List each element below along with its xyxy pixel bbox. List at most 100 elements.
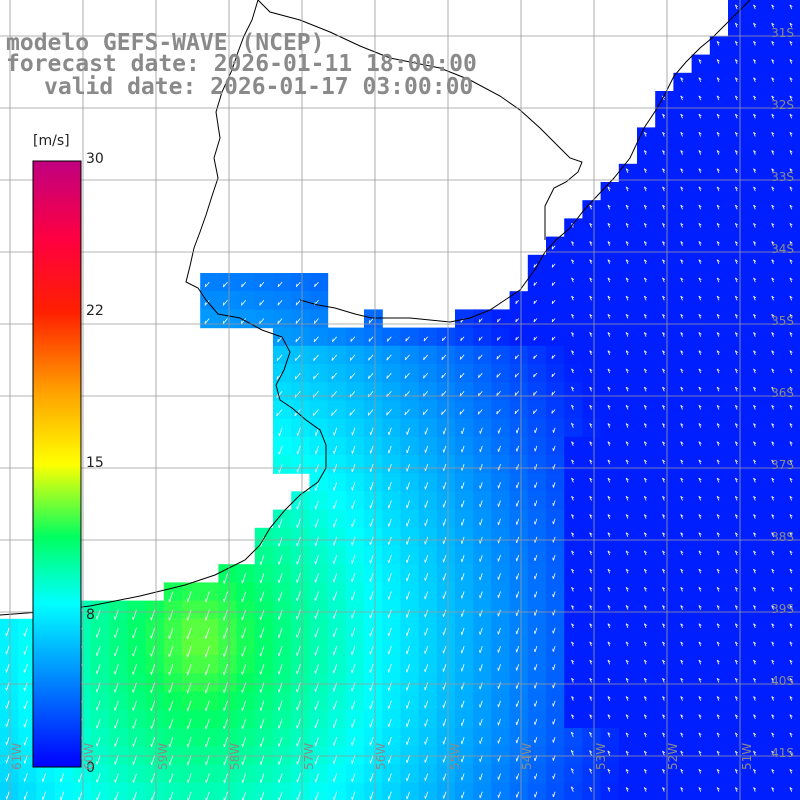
wind-cell (728, 345, 747, 365)
wind-arrow-head (716, 277, 720, 281)
wind-arrow-head (497, 649, 499, 653)
wind-cell (600, 291, 620, 310)
wind-cell (655, 182, 674, 201)
wind-arrow-head (789, 277, 793, 281)
wind-cell (491, 400, 511, 420)
wind-arrow (552, 573, 556, 580)
wind-arrow-head (735, 495, 738, 499)
wind-cell (673, 564, 693, 583)
wind-arrow (115, 791, 119, 800)
wind-arrow (388, 773, 392, 782)
wind-arrow-head (662, 514, 666, 517)
wind-arrow (242, 755, 247, 766)
wind-cell (764, 527, 784, 547)
wind-arrow-head (698, 95, 702, 99)
wind-cell (728, 455, 747, 474)
wind-arrow (552, 591, 556, 598)
wind-cell (746, 236, 765, 256)
wind-arrow-head (551, 282, 554, 286)
wind-cell (728, 491, 747, 511)
wind-cell (709, 455, 729, 474)
wind-arrow (479, 700, 483, 708)
wind-arrow-head (552, 630, 554, 634)
wind-arrow-head (442, 686, 444, 690)
lon-label: 61W (10, 742, 24, 770)
wind-cell (564, 218, 583, 238)
wind-cell (509, 400, 529, 420)
wind-cell (746, 673, 765, 693)
wind-cell (746, 418, 765, 438)
wind-arrow-head (497, 576, 499, 580)
wind-arrow (534, 518, 538, 525)
wind-arrow-head (132, 616, 134, 620)
wind-arrow (260, 627, 265, 639)
wind-arrow-head (314, 706, 316, 710)
wind-cell (709, 91, 729, 110)
wind-arrow (278, 591, 283, 602)
wind-cell (309, 291, 329, 310)
wind-cell (655, 764, 674, 784)
wind-arrow-head (132, 707, 134, 711)
wind-arrow-head (368, 394, 370, 398)
wind-arrow-head (789, 532, 793, 535)
wind-arrow-head (351, 450, 353, 454)
wind-arrow (223, 609, 228, 621)
wind-cell (345, 382, 365, 401)
wind-cell (600, 345, 620, 365)
wind-arrow-head (771, 787, 775, 790)
wind-arrow (277, 300, 283, 306)
wind-cell (655, 473, 674, 492)
wind-cell (564, 564, 583, 583)
wind-arrow (241, 664, 247, 675)
wind-arrow-head (314, 542, 316, 546)
wind-cell (709, 509, 729, 529)
wind-cell (782, 127, 800, 147)
wind-cell (364, 327, 383, 347)
wind-arrow-head (571, 459, 575, 463)
wind-arrow-head (479, 540, 481, 544)
wind-arrow-head (771, 768, 775, 772)
wind-arrow (351, 664, 356, 674)
wind-arrow-head (515, 612, 518, 616)
wind-cell (600, 182, 620, 201)
wind-arrow-head (716, 131, 720, 135)
wind-arrow (478, 354, 483, 360)
wind-arrow-head (753, 787, 757, 790)
wind-cell (655, 327, 674, 347)
wind-arrow-head (313, 338, 316, 342)
wind-arrow-head (386, 375, 388, 379)
wind-cell (618, 728, 638, 747)
wind-arrow-head (424, 795, 426, 799)
wind-arrow (333, 518, 338, 528)
wind-cell (546, 309, 565, 329)
wind-arrow-head (644, 423, 647, 426)
wind-arrow-head (753, 441, 757, 444)
wind-arrow-head (716, 204, 720, 208)
wind-arrow-head (315, 432, 317, 436)
wind-arrow-head (644, 495, 647, 499)
wind-cell (746, 54, 765, 74)
wind-arrow-head (259, 779, 262, 783)
wind-arrow-head (479, 795, 481, 799)
wind-cell (546, 782, 565, 800)
wind-arrow-head (571, 514, 575, 517)
wind-arrow (151, 718, 156, 730)
wind-arrow-head (332, 742, 335, 746)
wind-arrow-head (296, 634, 298, 638)
wind-cell (637, 691, 656, 711)
wind-arrow-head (625, 259, 629, 262)
wind-arrow-head (514, 410, 516, 414)
wind-arrow-head (241, 761, 243, 765)
wind-cell (746, 345, 765, 365)
wind-arrow (169, 718, 174, 730)
wind-arrow-head (735, 204, 738, 208)
wind-arrow-head (241, 707, 243, 711)
wind-cell (436, 345, 456, 365)
wind-arrow (205, 627, 210, 640)
wind-cell (491, 382, 511, 401)
wind-cell (764, 127, 784, 147)
wind-cell (436, 400, 456, 420)
wind-arrow-head (551, 410, 553, 414)
wind-cell (782, 273, 800, 292)
wind-arrow-head (387, 560, 390, 564)
